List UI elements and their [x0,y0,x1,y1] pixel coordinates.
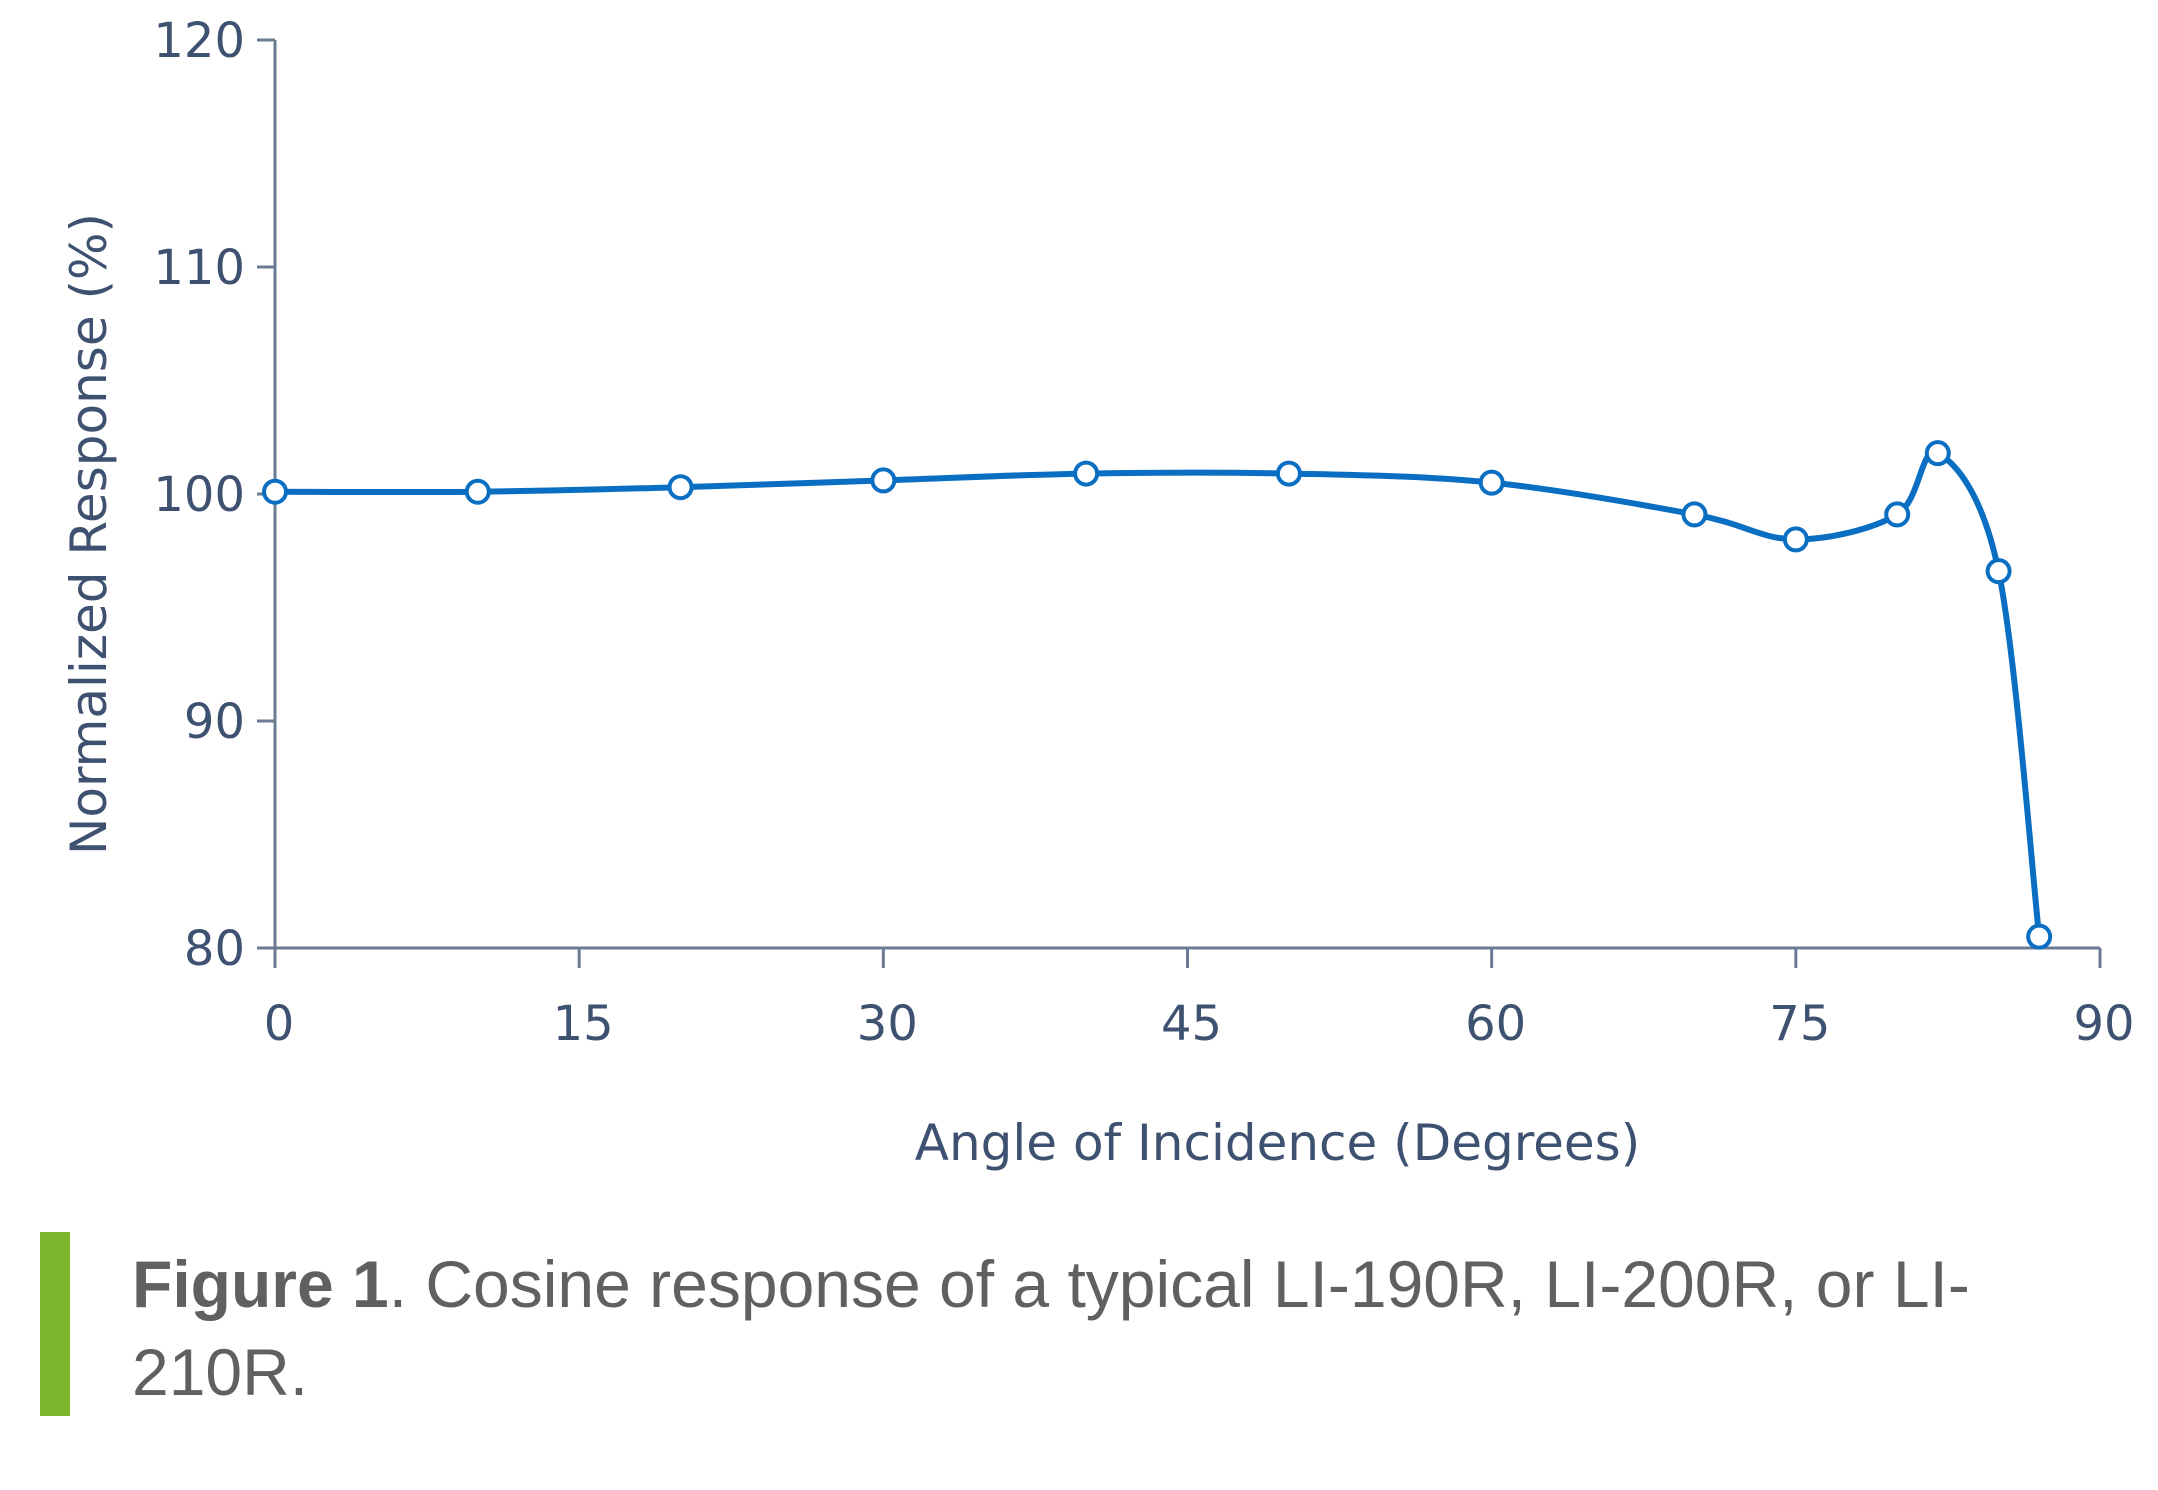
data-point [870,467,897,494]
y-tick-label: 120 [153,13,245,69]
cosine-response-chart: 80 90 100 110 120 0 15 30 45 60 75 90 Angle of Inc… [60,13,2135,1172]
caption-accent-bar [40,1232,70,1416]
y-tick-label: 100 [153,467,245,523]
caption-text: . Cosine response of a typical LI-190R, … [132,1247,1970,1409]
data-point [262,478,288,505]
y-axis-title: Normalized Response (%) [60,213,118,855]
figure-label: Figure 1 [132,1247,389,1321]
x-tick-label: 15 [553,996,614,1052]
y-tick-label: 110 [153,240,245,296]
data-point [667,474,694,501]
axes [273,40,2100,950]
y-axis-ticks: 80 90 100 110 120 [153,13,275,977]
x-axis-ticks: 0 15 30 45 60 75 90 [264,948,2135,1052]
data-point [2026,923,2053,950]
data-point [1985,558,2012,585]
data-point [1478,469,1505,496]
data-point [1924,440,1951,467]
x-tick-label: 0 [264,996,295,1052]
x-tick-label: 45 [1161,996,1222,1052]
y-tick-label: 90 [184,694,245,750]
series-line [272,449,2043,940]
data-point [1073,460,1100,487]
data-point [1884,501,1911,528]
x-axis-title: Angle of Incidence (Degrees) [915,1114,1640,1172]
data-point [464,478,491,505]
data-point [1681,501,1708,528]
data-point [1782,526,1809,553]
data-point [1275,460,1302,487]
x-tick-label: 75 [1769,996,1830,1052]
figure-caption: Figure 1. Cosine response of a typical L… [132,1240,2092,1416]
data-points [262,440,2053,950]
x-tick-label: 60 [1465,996,1526,1052]
y-tick-label: 80 [184,921,245,977]
x-tick-label: 90 [2073,996,2134,1052]
x-tick-label: 30 [857,996,918,1052]
